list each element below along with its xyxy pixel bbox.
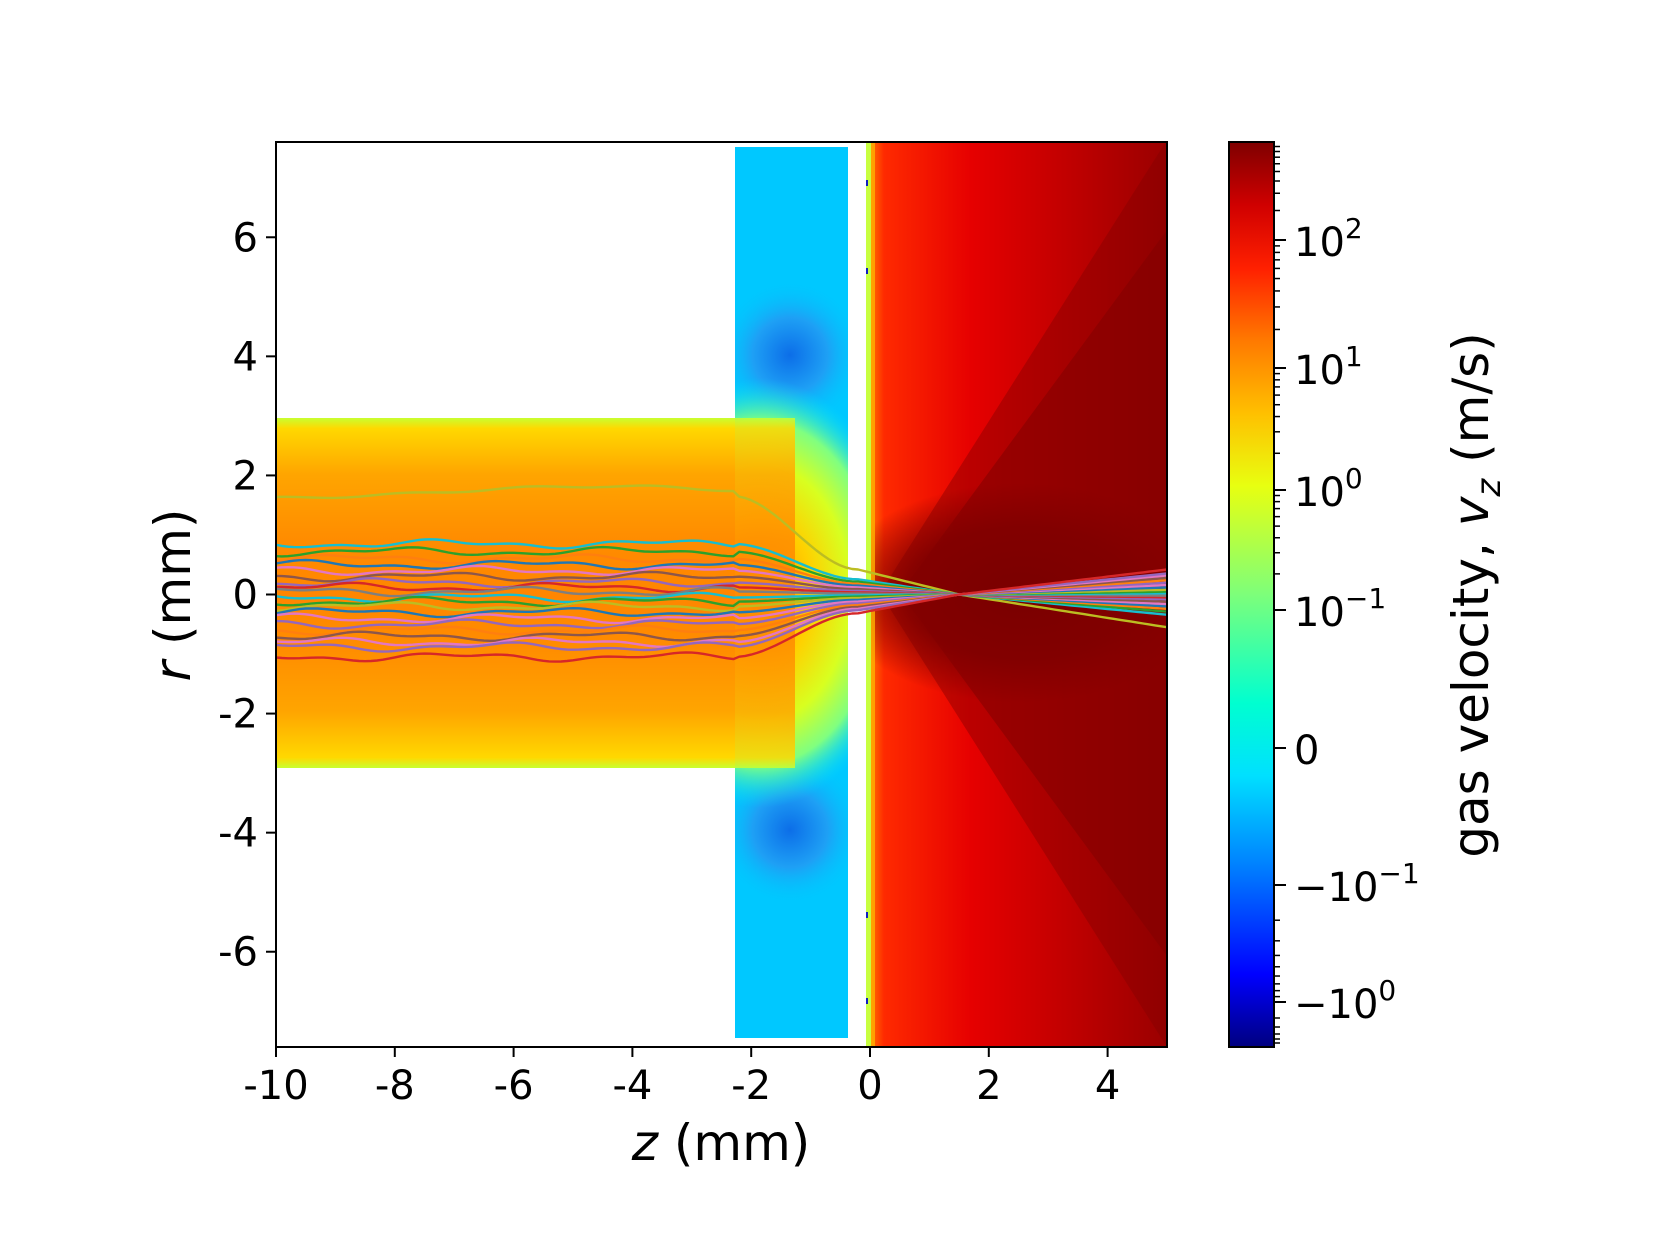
y-axis-label: r (mm) — [144, 509, 202, 682]
x-tick-label: -6 — [494, 1063, 534, 1109]
colorbar-gradient — [1229, 142, 1274, 1047]
trajectory-line — [276, 484, 1167, 629]
y-axis: -6 -4 -2 0 2 4 6 — [218, 215, 276, 976]
colorbar-ticks: 102 101 100 10−1 0 −10−1 −100 — [1274, 212, 1420, 1028]
x-axis-label: z (mm) — [631, 1114, 811, 1172]
colorbar-tick-label: 10−1 — [1294, 582, 1386, 636]
x-tick-label: 4 — [1095, 1063, 1120, 1109]
trajectories — [276, 484, 1167, 663]
x-tick-label: -8 — [375, 1063, 415, 1109]
plate-marker — [866, 180, 868, 186]
x-tick-label: 0 — [857, 1063, 882, 1109]
y-tick-label: -4 — [218, 811, 258, 857]
x-tick-label: -2 — [731, 1063, 771, 1109]
colorbar-tick-label: 100 — [1294, 462, 1363, 516]
x-tick-label: -4 — [612, 1063, 652, 1109]
y-tick-label: 2 — [233, 453, 258, 499]
plate-marker — [866, 268, 868, 274]
colorbar-tick-label: 101 — [1294, 340, 1363, 394]
trajectory-line — [276, 568, 1167, 663]
colorbar: 102 101 100 10−1 0 −10−1 −100 gas velocity, vz… — [1228, 141, 1509, 1048]
x-axis: -10 -8 -6 -4 -2 0 2 4 — [243, 1047, 1120, 1109]
y-tick-label: -2 — [218, 692, 258, 738]
colorbar-tick-label: −10−1 — [1294, 857, 1420, 911]
plate-marker — [866, 998, 868, 1004]
orifice-plate-lower — [848, 639, 866, 1038]
plate-marker — [866, 912, 868, 918]
colorbar-tick-label: 0 — [1294, 728, 1319, 774]
colorbar-tick-label: −100 — [1294, 974, 1396, 1028]
y-tick-label: 6 — [233, 215, 258, 261]
y-tick-label: -6 — [218, 930, 258, 976]
colorbar-frame — [1228, 141, 1275, 1048]
orifice-plate-upper — [848, 147, 866, 547]
x-tick-label: -10 — [243, 1063, 308, 1109]
y-tick-label: 4 — [233, 334, 258, 380]
plot-area — [276, 142, 1167, 1047]
x-tick-label: 2 — [976, 1063, 1001, 1109]
colorbar-label: gas velocity, vz (m/s) — [1442, 332, 1509, 858]
y-tick-label: 0 — [233, 573, 258, 619]
colorbar-tick-label: 102 — [1294, 212, 1363, 266]
capillary-region — [276, 418, 736, 768]
